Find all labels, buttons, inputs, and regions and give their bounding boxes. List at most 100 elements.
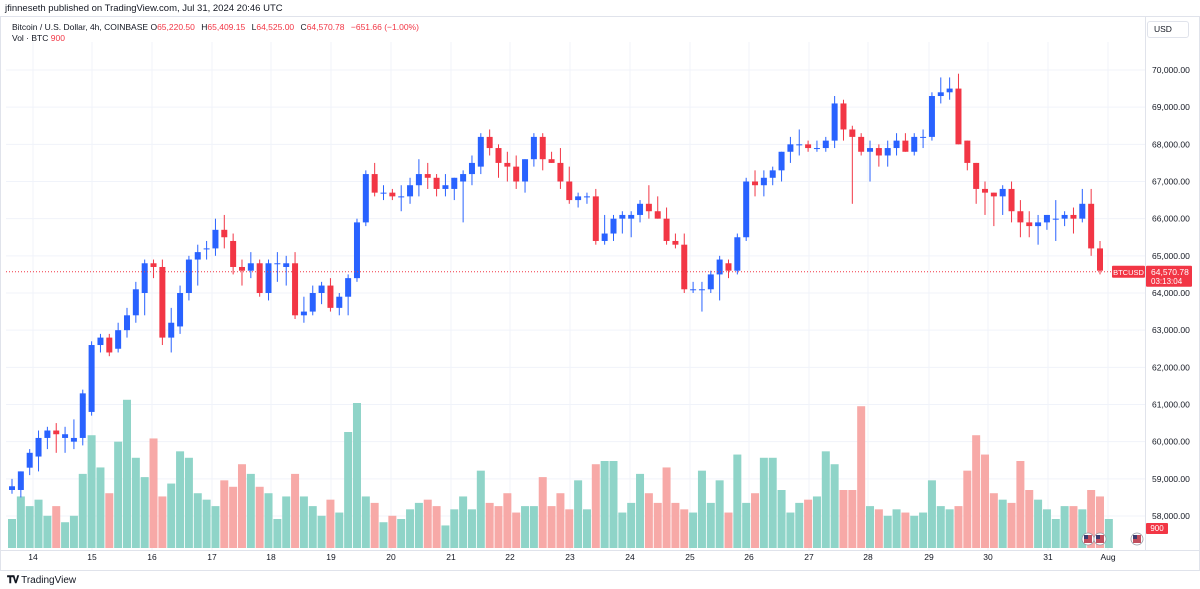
candle-body [1017,211,1024,223]
candle-body [637,203,644,215]
volume-bar [689,512,698,548]
candle [752,170,759,197]
volume-bar [742,502,751,548]
price-tick-label: 58,000.00 [1152,511,1190,521]
candle-body [1070,214,1077,219]
candle [920,129,927,149]
price-scale[interactable]: 70,000.00 69,000.00 68,000.00 67,000.00 66,0… [1152,65,1190,521]
time-tick-label: 30 [983,552,993,562]
candle [654,196,661,219]
volume-bar [848,490,857,548]
high-value: 65,409.15 [207,22,246,32]
time-tick-label: 18 [266,552,276,562]
candle [698,281,705,312]
candle-body [513,166,520,182]
volume-bar [52,506,61,548]
volume-bar [1016,461,1025,548]
volume-bar [945,509,954,548]
candle [548,151,555,163]
volume-bar [450,509,459,548]
candle [813,140,820,152]
candle-body [283,263,290,267]
candle [610,214,617,241]
candle-body [1088,203,1095,249]
volume-bar [618,512,627,548]
price-tick-label: 60,000.00 [1152,437,1190,447]
volume-bar [600,461,609,548]
volume-bar [167,483,176,548]
candle [238,259,245,286]
volume-bar [397,519,406,548]
volume-tag-label: 900 [1150,524,1164,533]
volume-bar [768,457,777,548]
volume-bar [423,499,432,548]
candle [168,307,175,353]
volume-bar [1096,496,1104,548]
candle-body [831,103,838,141]
candle [769,166,776,186]
candle-body [937,92,944,97]
candle-body [583,196,590,198]
candle [212,218,219,256]
countdown-label: 03:13:04 [1151,277,1183,286]
time-scale[interactable]: 14 15 16 17 18 19 20 21 22 23 24 25 26 27 28 29 30 31 Aug [28,552,1116,562]
volume-bar [78,473,87,548]
volume-bar [874,509,883,548]
candle-body [1035,222,1042,227]
tradingview-logo[interactable]: 𝐓𝐕 TradingView [7,574,76,587]
price-tick-label: 64,000.00 [1152,288,1190,298]
candle [132,281,139,323]
candle [424,162,431,189]
candle [504,151,511,182]
candle [300,296,307,323]
volume-legend[interactable]: Vol · BTC 900 [12,33,65,44]
currency-button[interactable]: USD [1147,21,1189,38]
volume-bar [574,480,583,548]
time-tick-label: 21 [446,552,456,562]
candle [97,333,104,353]
volume-bar [582,509,591,548]
price-tick-label: 70,000.00 [1152,65,1190,75]
candle-body [849,129,856,137]
candle [831,96,838,149]
candle-body [663,218,670,241]
tradingview-brand: TradingView [21,575,77,586]
volume-bar [1025,490,1034,548]
candle-body [424,174,431,178]
candle-body [407,185,414,197]
candle-body [645,203,652,212]
symbol-legend[interactable]: Bitcoin / U.S. Dollar, 4h, COINBASE O65,… [12,22,419,33]
volume-bar [291,473,300,548]
volume-bar [503,493,512,548]
change-value: −651.66 (−1.00%) [350,22,419,32]
candle [17,471,24,498]
candle [256,259,263,297]
volume-bar [671,502,680,548]
volume-bar [857,406,866,548]
candle-body [1061,214,1068,219]
price-tick-label: 63,000.00 [1152,325,1190,335]
time-tick-label: 25 [685,552,695,562]
volume-bar [751,493,760,548]
candle [637,200,644,223]
symbol-title[interactable]: Bitcoin / U.S. Dollar, 4h, COINBASE [12,22,149,32]
volume-bar [1078,509,1087,548]
candle [477,133,484,175]
volume-bar [565,509,574,548]
candle [990,192,997,227]
candle-body [566,181,573,201]
volume-bar [308,506,317,548]
candle [44,426,51,450]
candle-body [672,240,679,245]
volume-bar [406,509,415,548]
candle-body [265,263,272,293]
candle-body [982,188,989,193]
candle-body [592,196,599,241]
candle [203,240,210,260]
candle [707,270,714,293]
candle-body [725,263,732,271]
candle-body [106,337,113,353]
candle-body [539,136,546,160]
close-value: 64,570.78 [306,22,345,32]
